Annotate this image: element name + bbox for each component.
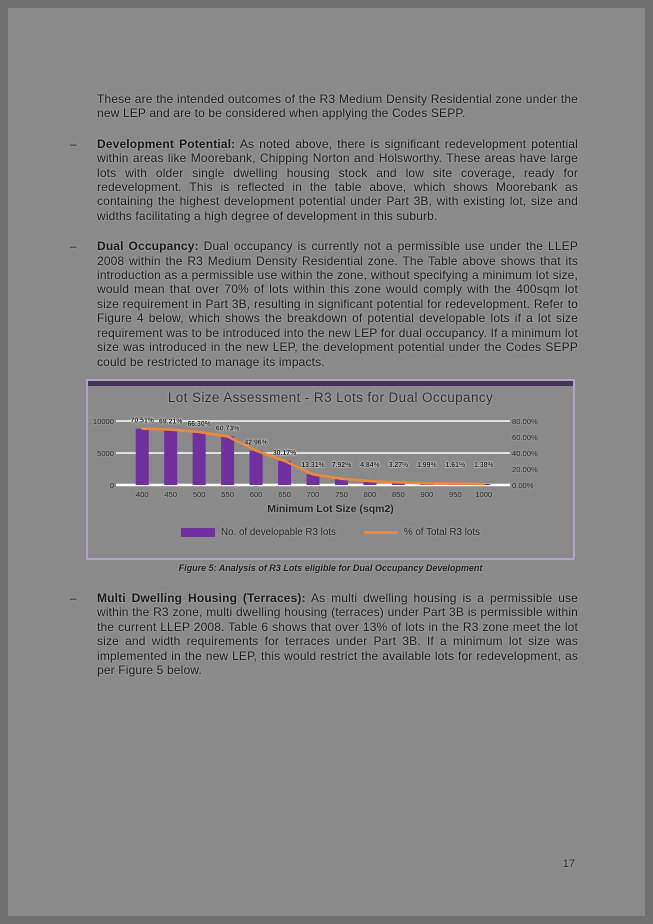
right-axis-tick: 40.00%: [512, 449, 538, 458]
right-axis-tick: 80.00%: [512, 417, 538, 426]
bullet-dual-occupancy: – Dual Occupancy: Dual occupancy is curr…: [70, 239, 578, 369]
right-axis-tick: 60.00%: [512, 433, 538, 442]
bar-series-swatch: [181, 527, 215, 537]
legend-label: No. of developable R3 lots: [221, 526, 336, 538]
page-content: These are the intended outcomes of the R…: [70, 80, 578, 677]
data-label: 1.38%: [474, 462, 494, 469]
legend-item-line: % of Total R3 lots: [363, 526, 480, 538]
x-axis-tick: 750: [335, 490, 348, 499]
bullet-body: As multi dwelling housing is a permissib…: [97, 590, 579, 677]
x-axis-title: Minimum Lot Size (sqm2): [267, 502, 394, 515]
bullet-text: Development Potential: As noted above, t…: [97, 137, 578, 223]
x-axis-tick: 500: [193, 490, 206, 499]
bullet-text: Multi Dwelling Housing (Terraces): As mu…: [97, 591, 578, 677]
x-axis-tick: 700: [307, 490, 320, 499]
x-axis-tick: 450: [164, 490, 177, 499]
x-axis-tick: 650: [278, 490, 291, 499]
bar: [391, 482, 405, 485]
legend-item-bars: No. of developable R3 lots: [181, 527, 336, 538]
x-axis-tick: 600: [250, 490, 263, 499]
data-label: 13.31%: [301, 462, 324, 469]
bullet-multi-dwelling: – Multi Dwelling Housing (Terraces): As …: [70, 591, 578, 677]
data-label: 70.51%: [131, 417, 154, 424]
bullet-lead: Dual Occupancy:: [97, 239, 199, 254]
bar: [278, 460, 292, 485]
data-label: 4.84%: [360, 462, 380, 469]
figure-top-bar: [88, 380, 573, 386]
chart-title: Lot Size Assessment - R3 Lots for Dual O…: [167, 389, 494, 405]
x-axis-tick: 400: [136, 490, 149, 499]
x-axis-tick: 950: [449, 490, 462, 499]
data-label: 60.73%: [216, 425, 239, 432]
bar: [249, 450, 263, 485]
bar: [164, 429, 178, 485]
right-axis-tick: 20.00%: [512, 465, 538, 474]
bullet-body: Dual occupancy is currently not a permis…: [97, 239, 578, 369]
pct-line: [140, 427, 486, 486]
data-label: 7.92%: [332, 462, 352, 469]
x-axis-tick: 850: [392, 490, 405, 499]
data-label: 1.99%: [417, 462, 437, 469]
bullet-lead: Development Potential:: [97, 136, 236, 151]
x-axis-tick: 800: [364, 490, 377, 499]
chart-legend: No. of developable R3 lots % of Total R3…: [88, 527, 573, 538]
document-page: These are the intended outcomes of the R…: [8, 8, 645, 916]
left-axis-tick: 10000: [93, 417, 114, 426]
data-label: 30.17%: [273, 450, 296, 457]
bar: [135, 428, 149, 485]
data-label: 66.30%: [187, 421, 210, 428]
data-label: 1.61%: [446, 462, 466, 469]
x-axis-tick: 550: [221, 490, 234, 499]
chart-figure: 10000 5000 0 80.00% 60.00% 40.00% 20.00% 0.00% 7…: [86, 378, 575, 560]
intro-paragraph: These are the intended outcomes of the R…: [97, 92, 578, 121]
bar: [192, 431, 206, 485]
bullet-text: Dual Occupancy: Dual occupancy is curren…: [97, 239, 578, 369]
bar: [334, 478, 348, 485]
bar: [221, 436, 235, 485]
bar: [306, 474, 320, 485]
lot-size-chart: 10000 5000 0 80.00% 60.00% 40.00% 20.00% 0.00% 7…: [93, 417, 538, 499]
right-axis-tick: 0.00%: [512, 481, 534, 490]
bullet-lead: Multi Dwelling Housing (Terraces):: [97, 590, 306, 605]
line-series-swatch: [363, 530, 398, 535]
bullet-dash: –: [70, 590, 77, 605]
figure-caption: Figure 5: Analysis of R3 Lots eligible f…: [178, 562, 483, 573]
figure-block: 10000 5000 0 80.00% 60.00% 40.00% 20.00% 0.00% 7…: [86, 378, 575, 573]
data-label: 3.27%: [389, 462, 409, 469]
left-axis-tick: 0: [110, 481, 114, 490]
x-axis-tick: 1000: [475, 490, 492, 499]
bullet-body: As noted above, there is significant red…: [97, 136, 579, 223]
data-label: 42.96%: [244, 440, 267, 447]
bullet-development-potential: – Development Potential: As noted above,…: [70, 137, 578, 223]
bullet-dash: –: [70, 239, 77, 254]
data-label: 69.21%: [159, 419, 182, 426]
page-number: 17: [562, 858, 575, 870]
bullet-dash: –: [70, 136, 77, 151]
legend-label: % of Total R3 lots: [403, 526, 480, 538]
bar: [363, 481, 377, 485]
x-axis-tick: 900: [421, 490, 434, 499]
left-axis-tick: 5000: [97, 449, 114, 458]
